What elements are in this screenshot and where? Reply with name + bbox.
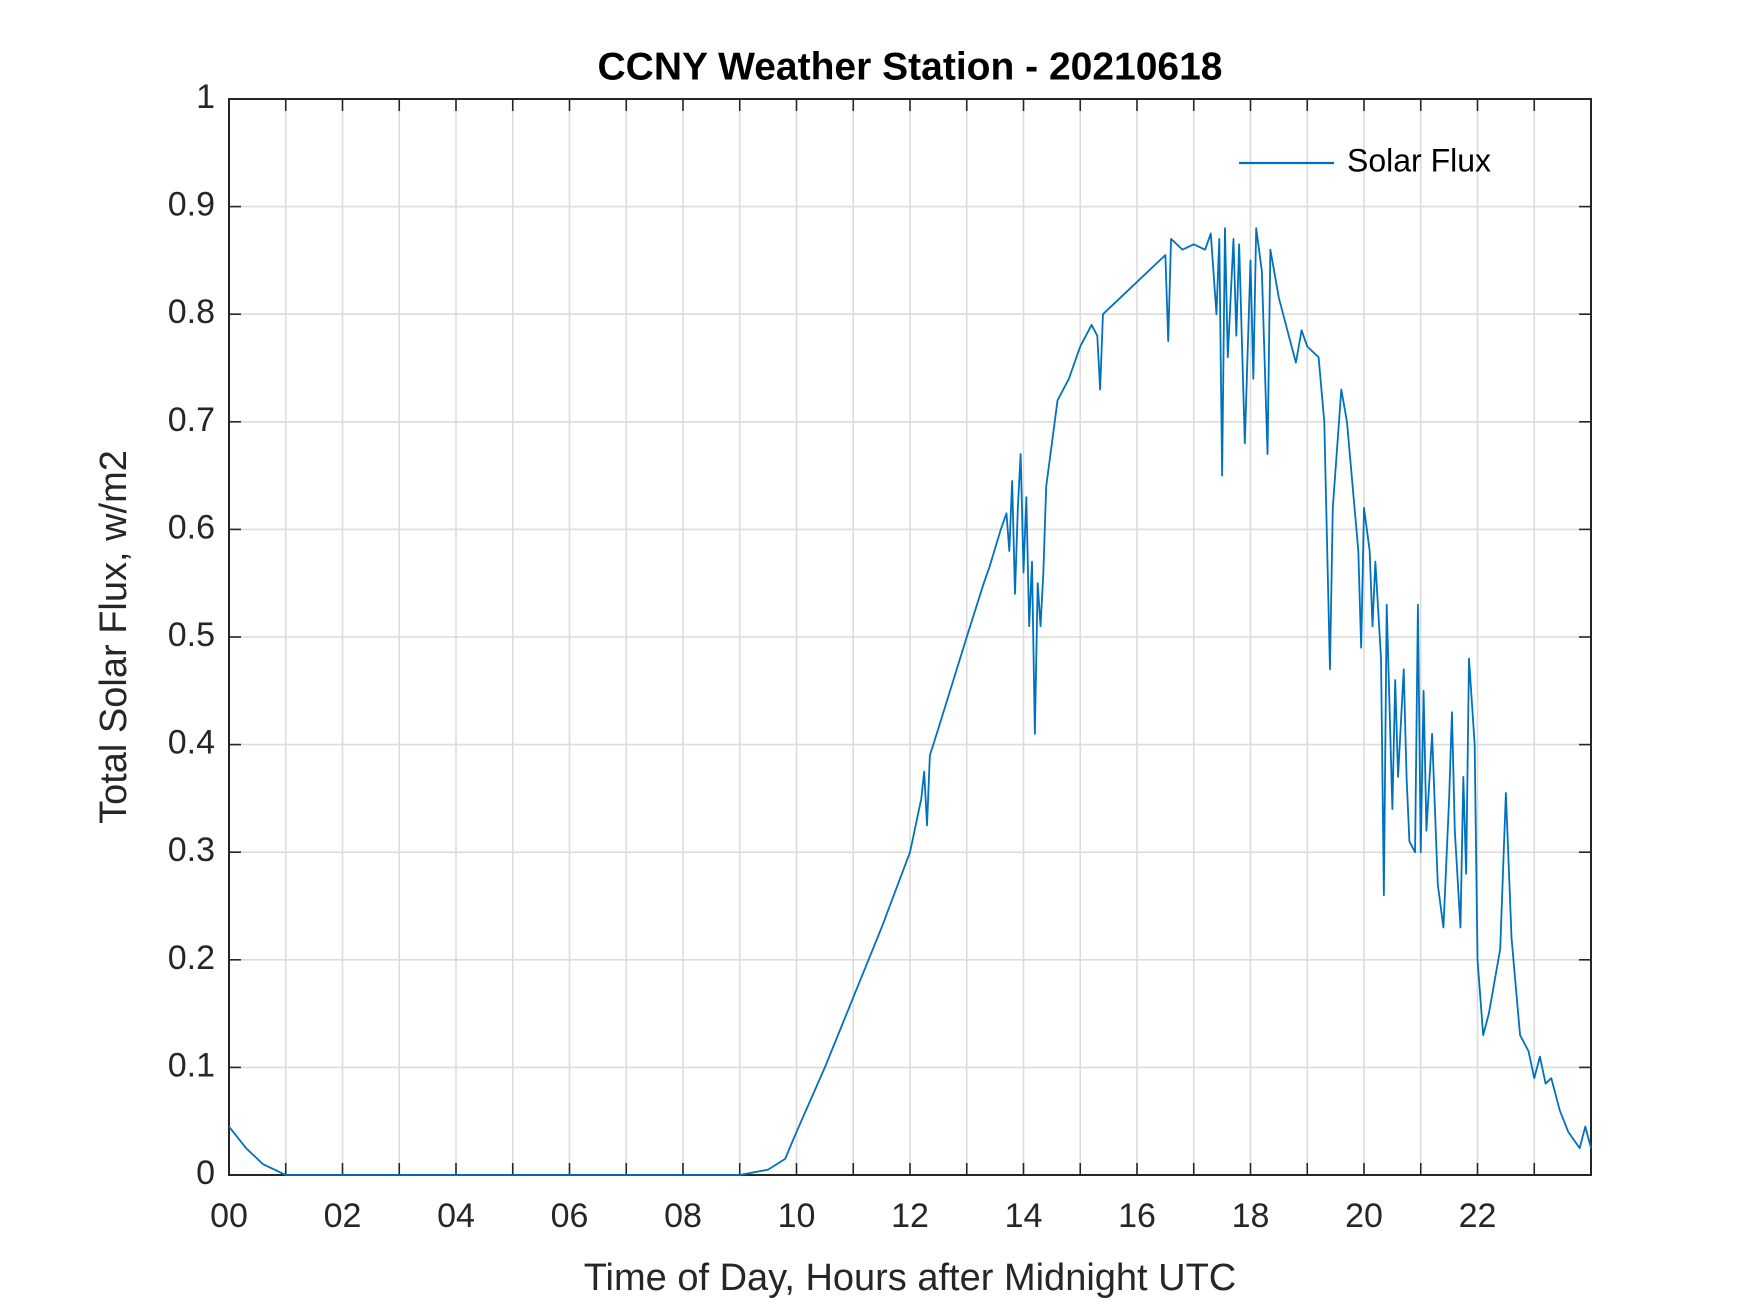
y-tick-label: 0.6 xyxy=(168,508,215,546)
x-tick-label: 02 xyxy=(324,1197,362,1235)
y-tick-label: 0.1 xyxy=(168,1046,215,1084)
data-line xyxy=(228,227,1592,1176)
legend-label: Solar Flux xyxy=(1347,142,1491,178)
x-tick-label: 08 xyxy=(664,1197,702,1235)
x-tick-label: 16 xyxy=(1118,1197,1156,1235)
y-tick-label: 0.5 xyxy=(168,616,215,654)
x-tick-label: 10 xyxy=(778,1197,816,1235)
x-tick-label: 14 xyxy=(1005,1197,1043,1235)
x-tick-label: 18 xyxy=(1232,1197,1270,1235)
y-axis-label: Total Solar Flux, w/m2 xyxy=(93,450,135,824)
y-tick-label: 0 xyxy=(196,1154,215,1192)
x-tick-label: 20 xyxy=(1345,1197,1383,1235)
x-axis-label: Time of Day, Hours after Midnight UTC xyxy=(584,1257,1237,1299)
x-tick-label: 00 xyxy=(210,1197,248,1235)
x-tick-label: 06 xyxy=(551,1197,589,1235)
x-tick-label: 12 xyxy=(891,1197,929,1235)
x-tick-label: 22 xyxy=(1459,1197,1497,1235)
y-tick-label: 0.3 xyxy=(168,831,215,869)
x-tick-label: 04 xyxy=(437,1197,475,1235)
y-tick-label: 0.4 xyxy=(168,724,215,762)
y-tick-label: 0.8 xyxy=(168,293,215,331)
y-tick-label: 0.9 xyxy=(168,186,215,224)
y-tick-label: 1 xyxy=(196,78,215,116)
y-tick-label: 0.7 xyxy=(168,401,215,439)
y-tick-label: 0.2 xyxy=(168,939,215,977)
plot-frame xyxy=(228,98,1592,1176)
chart-title: CCNY Weather Station - 20210618 xyxy=(598,45,1223,88)
